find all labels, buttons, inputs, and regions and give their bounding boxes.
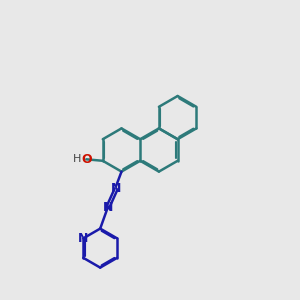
Text: H: H [73,154,81,164]
Text: N: N [111,182,121,196]
Text: N: N [103,201,113,214]
Text: O: O [81,153,92,166]
Text: N: N [78,232,88,245]
